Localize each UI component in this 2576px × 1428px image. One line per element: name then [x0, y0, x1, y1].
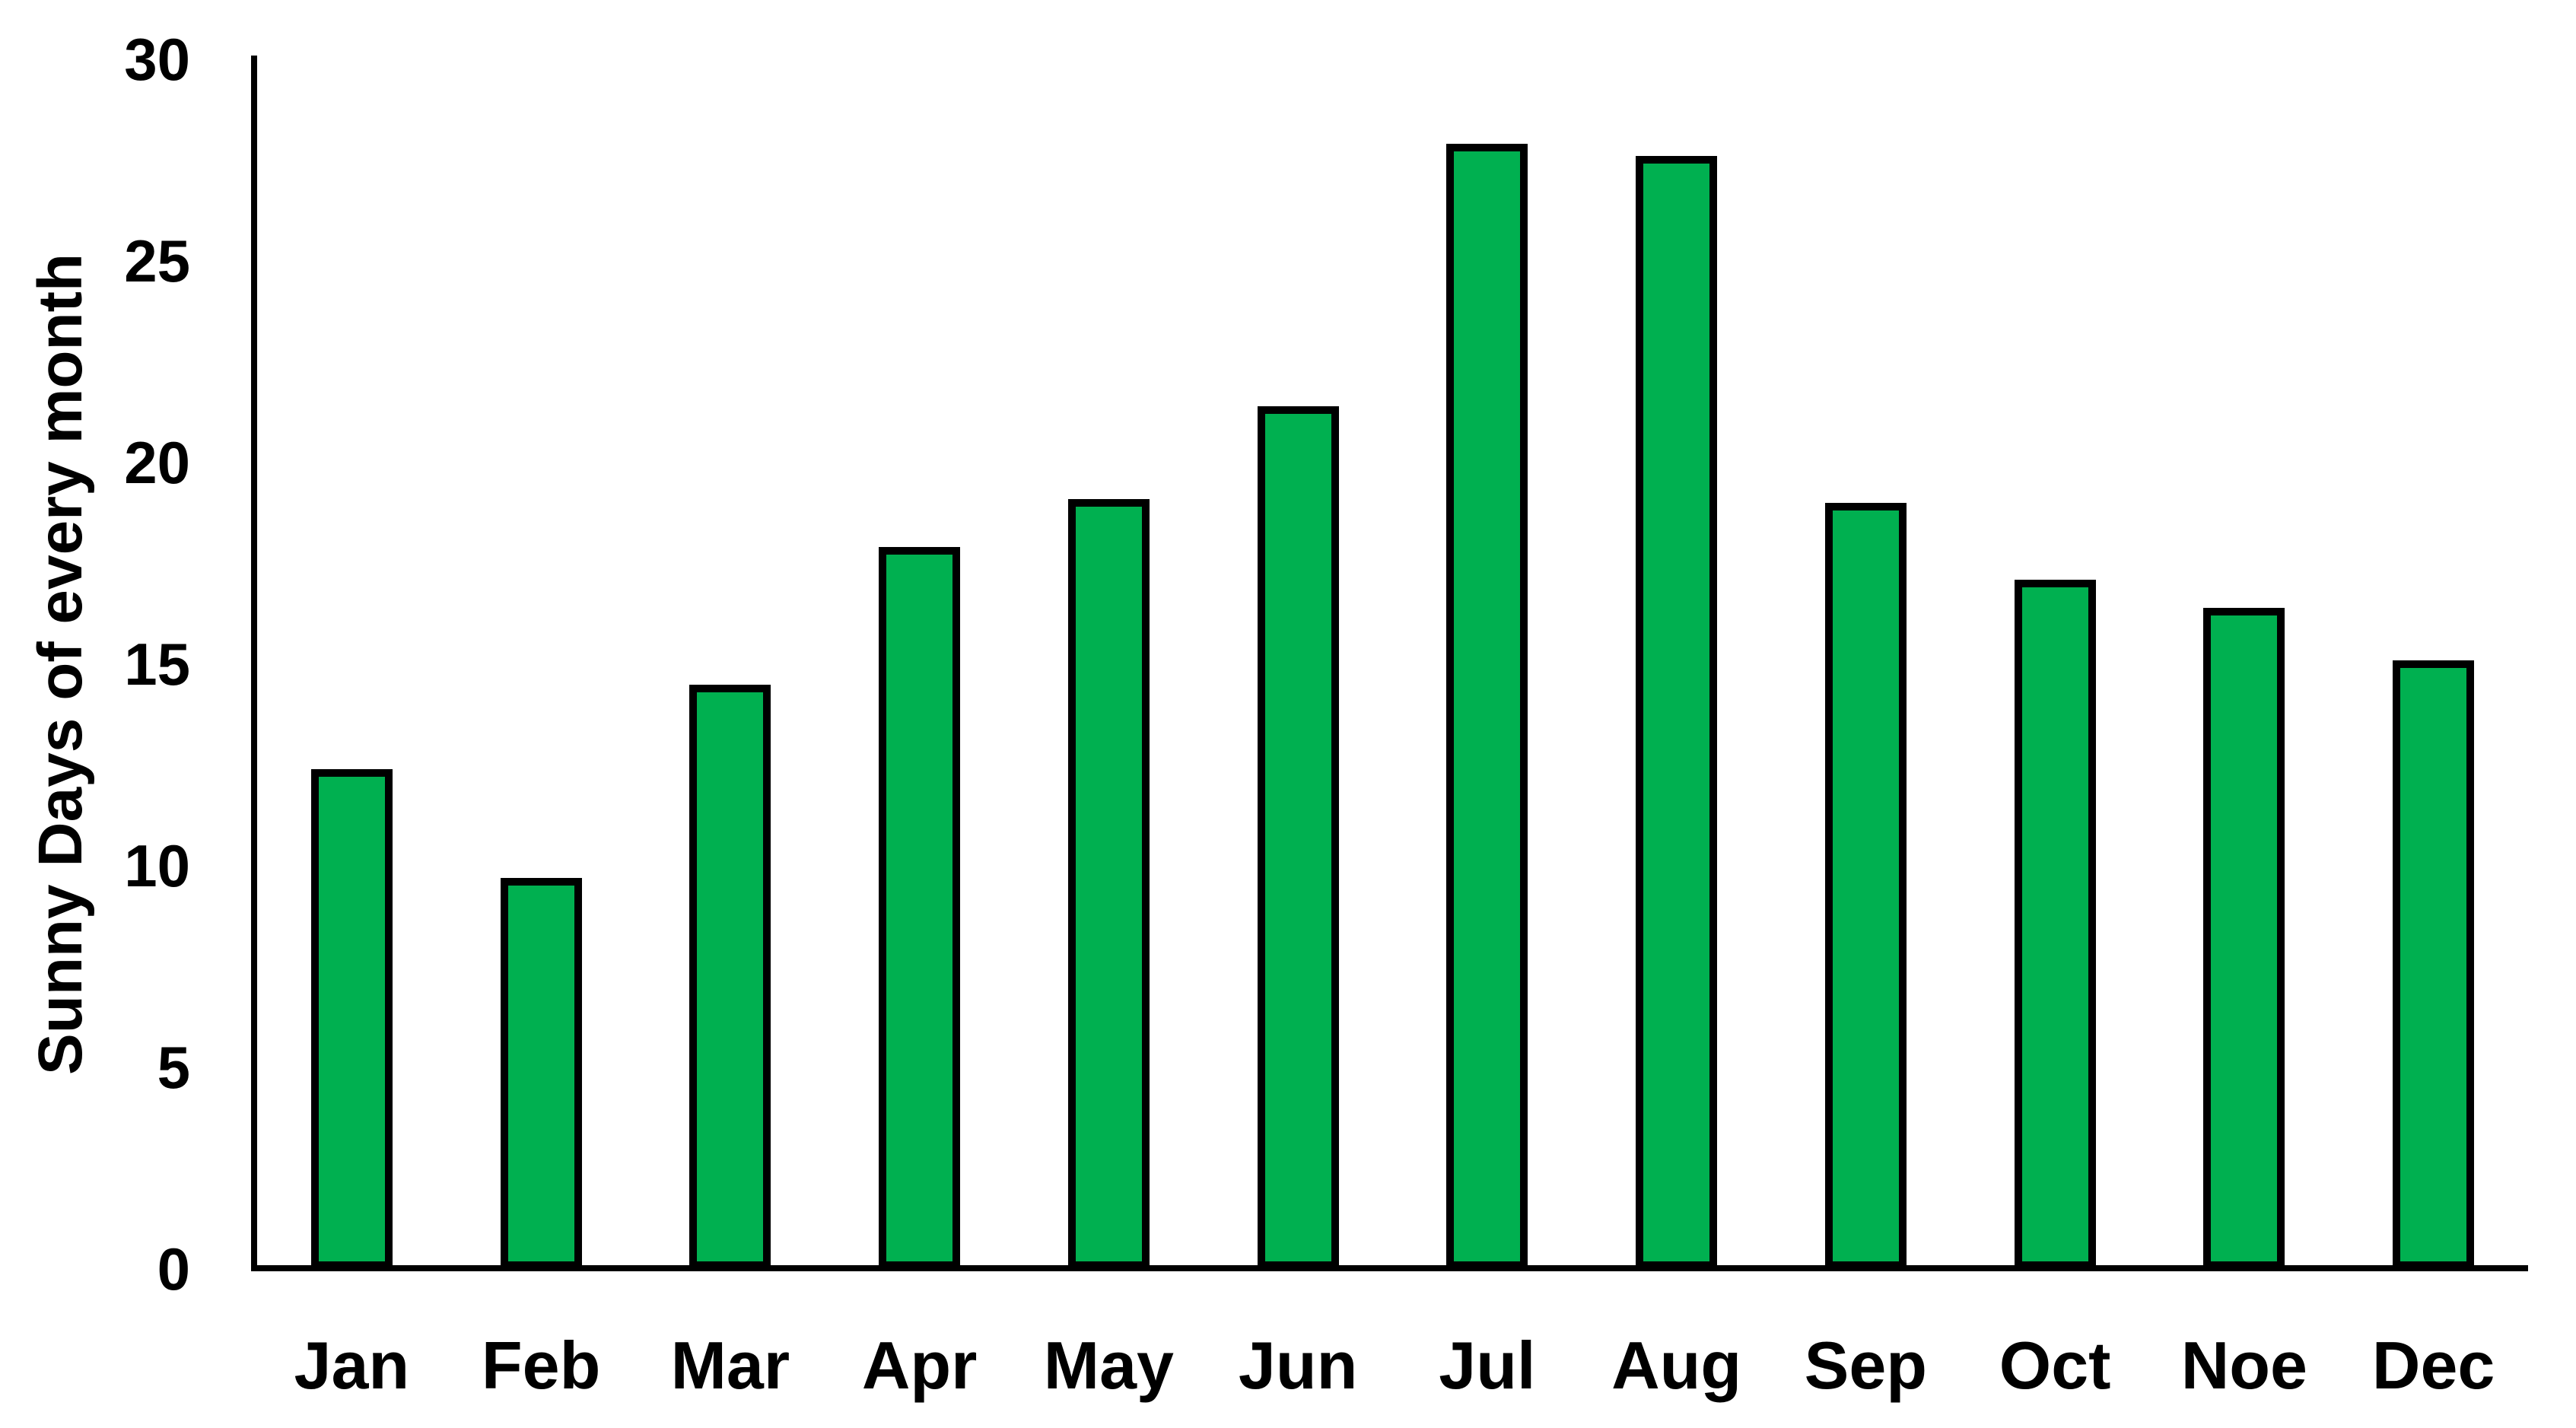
bar-aug: [1636, 156, 1718, 1269]
bar-slot-noe: [2150, 59, 2339, 1269]
x-axis-tick-labels: Jan Feb Mar Apr May Jun Jul Aug Sep Oct Noe Dec: [257, 1328, 2528, 1404]
y-tick-label: 10: [124, 832, 190, 899]
x-axis-line: [251, 1265, 2528, 1271]
x-tick-label-apr: Apr: [861, 1328, 978, 1403]
bar-jan: [310, 768, 393, 1269]
bar-apr: [879, 547, 961, 1269]
x-tick-label-jun: Jun: [1238, 1328, 1358, 1403]
y-tick-label: 25: [124, 227, 190, 294]
bar-noe: [2203, 607, 2285, 1269]
bar-feb: [500, 877, 582, 1269]
y-axis-line: [251, 56, 257, 1271]
y-tick-label: 0: [157, 1236, 190, 1302]
y-tick-label: 15: [124, 631, 190, 698]
bar-slot-aug: [1582, 59, 1771, 1269]
x-tick-label-may: May: [1043, 1328, 1174, 1403]
x-tick-label-dec: Dec: [2371, 1328, 2495, 1403]
x-tick-label-feb: Feb: [481, 1328, 601, 1403]
x-tick-label-jan: Jan: [294, 1328, 410, 1403]
bar-slot-feb: [447, 59, 636, 1269]
bar-slot-mar: [636, 59, 825, 1269]
bar-sep: [1824, 503, 1907, 1269]
bar-slot-oct: [1961, 59, 2150, 1269]
bar-jul: [1446, 144, 1528, 1269]
bar-slot-apr: [825, 59, 1014, 1269]
y-tick-label: 20: [124, 429, 190, 496]
y-axis-tick-labels: 0 5 10 15 20 25 30: [0, 0, 190, 1428]
bar-mar: [689, 684, 771, 1269]
bar-dec: [2393, 660, 2475, 1269]
x-tick-label-noe: Noe: [2180, 1328, 2307, 1403]
bar-slot-jul: [1393, 59, 1582, 1269]
y-tick-label: 5: [157, 1034, 190, 1101]
x-tick-label-aug: Aug: [1611, 1328, 1742, 1403]
bar-slot-jan: [257, 59, 447, 1269]
y-tick-label: 30: [124, 26, 190, 93]
bar-jun: [1257, 406, 1339, 1269]
x-tick-label-oct: Oct: [1999, 1328, 2111, 1403]
x-tick-label-jul: Jul: [1439, 1328, 1536, 1403]
bar-oct: [2014, 579, 2096, 1269]
bar-slot-jun: [1204, 59, 1393, 1269]
bar-slot-dec: [2339, 59, 2528, 1269]
bar-may: [1067, 498, 1150, 1269]
bar-slot-sep: [1771, 59, 1961, 1269]
plot-area: [257, 59, 2528, 1269]
bar-slot-may: [1014, 59, 1204, 1269]
x-tick-label-sep: Sep: [1804, 1328, 1928, 1403]
x-tick-label-mar: Mar: [670, 1328, 790, 1403]
